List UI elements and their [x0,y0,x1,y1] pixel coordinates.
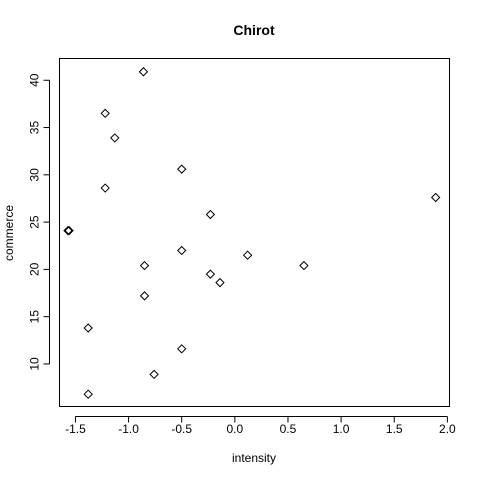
data-point [176,245,187,256]
x-tick-label: -0.5 [171,422,192,436]
y-tick-label: 25 [28,215,42,229]
y-tick-label: 40 [28,73,42,87]
x-axis: -1.5 -1.0 -0.5 0.0 0.5 1.0 1.5 2.0 [65,416,456,436]
chart-title: Chirot [233,22,275,38]
data-point [176,344,187,354]
data-point [83,389,93,399]
data-point [139,260,150,271]
data-point [64,225,74,236]
data-point [138,67,149,77]
x-axis-label: intensity [232,451,276,465]
y-tick-label: 15 [28,310,42,324]
data-point [299,260,309,271]
data-point [242,250,253,260]
y-axis-label: commerce [2,205,16,261]
y-tick-label: 30 [28,168,42,182]
plot-area-border [59,58,450,407]
x-tick-label: -1.0 [118,422,139,436]
data-point [176,164,187,174]
y-tick-label: 35 [28,121,42,135]
x-tick-label: 2.0 [439,422,456,436]
data-point [215,277,225,288]
data-point [63,225,73,236]
x-tick-label: -1.5 [65,422,86,436]
x-tick-label: 1.5 [386,422,403,436]
data-point [100,183,110,193]
x-tick-label: 1.0 [333,422,350,436]
data-points [63,67,441,399]
data-point [139,291,150,301]
data-point [205,269,216,279]
x-tick-label: 0.0 [226,422,243,436]
x-tick-label: 0.5 [280,422,297,436]
y-tick-label: 20 [28,262,42,276]
y-tick-label: 10 [28,357,42,371]
y-axis: 10 15 20 25 30 35 40 [28,73,50,371]
data-point [205,209,216,220]
data-point [149,369,159,380]
data-point [100,108,110,119]
data-point [430,192,441,203]
data-point [110,133,120,143]
data-point [83,323,93,333]
